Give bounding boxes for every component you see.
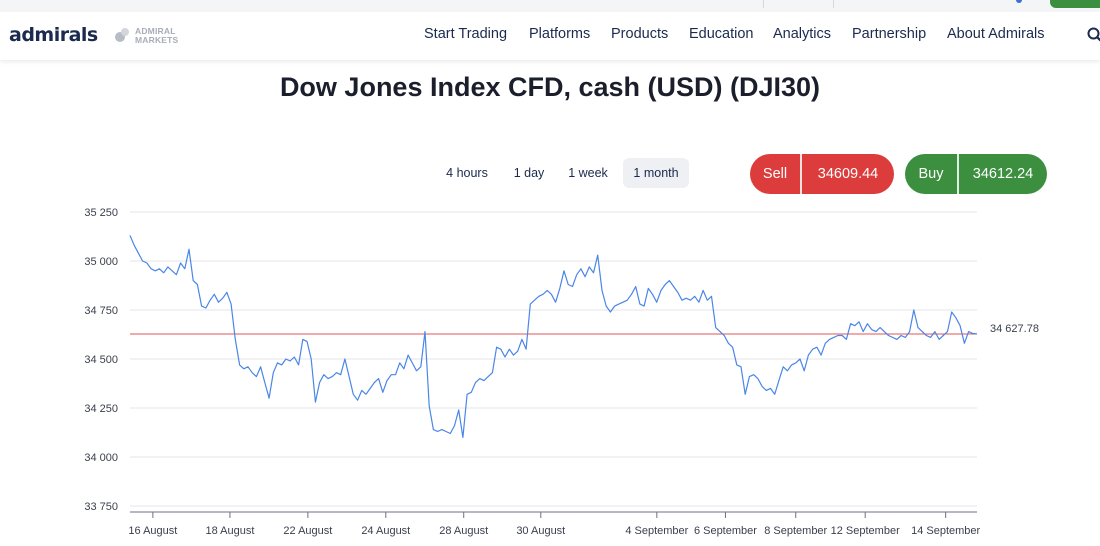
x-tick-label: 24 August [361, 525, 410, 537]
utility-divider [763, 0, 764, 8]
current-price-label: 34 627.78 [990, 323, 1039, 335]
utility-bar [0, 0, 1100, 12]
x-tick-label: 22 August [283, 525, 332, 537]
x-tick-label: 4 September [625, 525, 688, 537]
buy-button[interactable]: Buy 34612.24 [905, 154, 1047, 194]
sell-divider [800, 154, 802, 194]
utility-divider [833, 0, 834, 8]
buy-divider [957, 154, 959, 194]
y-tick-label: 34 000 [84, 452, 118, 464]
buy-price: 34612.24 [972, 166, 1034, 182]
nav-about-admirals[interactable]: About Admirals [947, 26, 1045, 42]
x-tick-label: 12 September [831, 525, 900, 537]
admiral-markets-logo: ADMIRAL MARKETS [115, 26, 185, 46]
x-tick-label: 8 September [764, 525, 827, 537]
nav-partnership[interactable]: Partnership [852, 26, 927, 42]
timeframe-4-hours[interactable]: 4 hours [446, 166, 488, 180]
sell-price: 34609.44 [817, 166, 879, 182]
price-series-line [129, 235, 978, 438]
y-tick-label: 34 250 [84, 403, 118, 415]
nav-start-trading[interactable]: Start Trading [424, 26, 508, 42]
sell-label: Sell [762, 166, 788, 182]
x-tick-label: 14 September [911, 525, 980, 537]
price-chart[interactable]: 35 250 35 000 34 750 34 500 34 250 34 000 33 7… [0, 200, 1100, 546]
language-indicator[interactable] [1016, 0, 1022, 3]
x-tick-label: 16 August [128, 525, 177, 537]
header-navbar: admirals ADMIRAL MARKETS Start Trading P… [0, 12, 1100, 60]
admirals-logo[interactable]: admirals [9, 24, 98, 46]
y-tick-label: 35 250 [84, 207, 118, 219]
timeframe-1-week[interactable]: 1 week [568, 166, 608, 180]
x-tick-label: 18 August [205, 525, 254, 537]
open-account-button[interactable] [1050, 0, 1100, 8]
x-tick-label: 30 August [516, 525, 565, 537]
sell-button[interactable]: Sell 34609.44 [750, 154, 894, 194]
nav-analytics[interactable]: Analytics [773, 26, 832, 42]
nav-platforms[interactable]: Platforms [529, 26, 591, 42]
y-tick-label: 35 000 [84, 256, 118, 268]
y-tick-label: 34 500 [84, 354, 118, 366]
admiral-markets-logo-text: ADMIRAL MARKETS [135, 26, 179, 45]
y-tick-label: 33 750 [84, 501, 118, 513]
nav-products[interactable]: Products [611, 26, 669, 42]
x-tick-label: 6 September [694, 525, 757, 537]
timeframe-1-month[interactable]: 1 month [623, 158, 689, 188]
x-tick-label: 28 August [439, 525, 488, 537]
search-icon[interactable] [1087, 27, 1100, 43]
page-title: Dow Jones Index CFD, cash (USD) (DJI30) [279, 72, 821, 102]
buy-label: Buy [918, 166, 944, 182]
nav-education[interactable]: Education [689, 26, 754, 42]
timeframe-1-day[interactable]: 1 day [513, 166, 545, 180]
y-tick-label: 34 750 [84, 305, 118, 317]
logo-circle-icon [121, 28, 129, 36]
logo-circle-icon [115, 32, 125, 42]
